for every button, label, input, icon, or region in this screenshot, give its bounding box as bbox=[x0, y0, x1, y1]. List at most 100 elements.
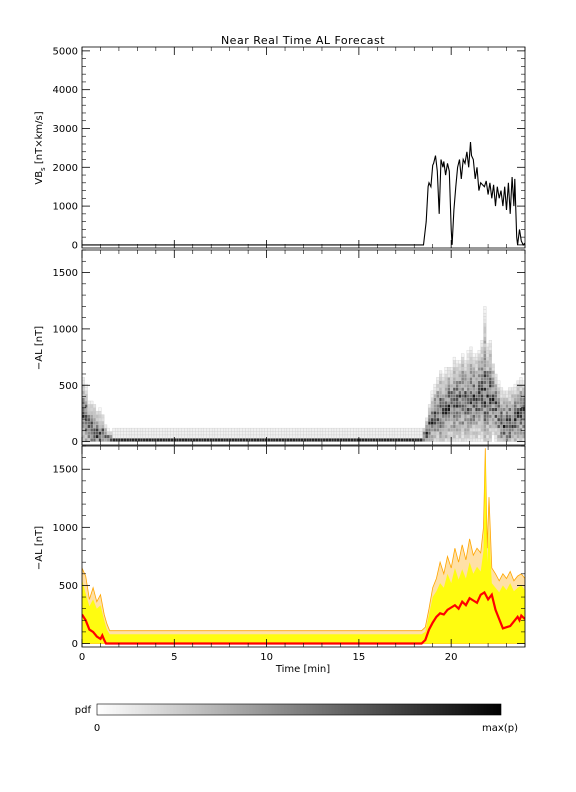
heatmap-cell bbox=[524, 424, 525, 429]
heatmap-cell bbox=[505, 421, 509, 425]
heatmap-cell bbox=[494, 411, 498, 415]
heatmap-cell bbox=[472, 367, 476, 371]
heatmap-cell bbox=[486, 400, 490, 405]
heatmap-cell bbox=[483, 421, 487, 425]
y-tick-label: 500 bbox=[59, 381, 78, 392]
heatmap-cell bbox=[181, 427, 185, 432]
heatmap-cell bbox=[499, 438, 504, 442]
heatmap-cell bbox=[195, 438, 199, 442]
heatmap-cell bbox=[167, 438, 171, 442]
heatmap-cell bbox=[502, 414, 506, 419]
heatmap-cell bbox=[522, 417, 525, 422]
heatmap-cell bbox=[455, 367, 459, 371]
heatmap-cell bbox=[444, 417, 448, 422]
heatmap-cell bbox=[466, 400, 470, 405]
heatmap-cell bbox=[391, 427, 396, 432]
heatmap-cell bbox=[126, 434, 130, 439]
heatmap-cell bbox=[480, 390, 484, 395]
heatmap-cell bbox=[148, 427, 152, 432]
heatmap-cell bbox=[436, 414, 440, 419]
heatmap-cell bbox=[447, 434, 451, 439]
heatmap-cell bbox=[211, 427, 216, 432]
heatmap-cell bbox=[444, 390, 448, 395]
heatmap-cell bbox=[153, 427, 157, 432]
heatmap-cell bbox=[466, 370, 470, 375]
y-tick-label: 4000 bbox=[53, 85, 78, 96]
heatmap-cell bbox=[508, 390, 512, 395]
heatmap-cell bbox=[104, 434, 108, 439]
heatmap-cell bbox=[483, 417, 487, 422]
heatmap-cell bbox=[187, 438, 191, 442]
heatmap-cell bbox=[463, 414, 468, 419]
heatmap-cell bbox=[475, 353, 479, 358]
heatmap-cell bbox=[469, 421, 473, 425]
heatmap-cell bbox=[469, 407, 473, 412]
heatmap-cell bbox=[524, 394, 525, 398]
heatmap-cell bbox=[87, 427, 91, 432]
heatmap-cell bbox=[82, 397, 85, 402]
heatmap-cell bbox=[466, 397, 470, 402]
heatmap-cell bbox=[491, 414, 495, 419]
heatmap-cell bbox=[491, 404, 495, 408]
heatmap-cell bbox=[472, 360, 476, 365]
band-y-axis-label: −AL [nT] bbox=[34, 526, 45, 570]
heatmap-cell bbox=[502, 397, 506, 402]
heatmap-cell bbox=[92, 427, 97, 432]
heatmap-cell bbox=[522, 387, 525, 392]
heatmap-cell bbox=[502, 421, 506, 425]
heatmap-cell bbox=[497, 427, 501, 432]
heatmap-cell bbox=[303, 427, 307, 432]
heatmap-cell bbox=[483, 319, 487, 324]
heatmap-cell bbox=[82, 380, 85, 385]
heatmap-cell bbox=[494, 394, 498, 398]
heatmap-cell bbox=[319, 427, 324, 432]
heatmap-cell bbox=[380, 434, 384, 439]
heatmap-cell bbox=[483, 346, 487, 351]
heatmap-cell bbox=[469, 431, 473, 436]
heatmap-cell bbox=[461, 394, 465, 398]
heatmap-cell bbox=[444, 427, 448, 432]
heatmap-cell bbox=[477, 421, 481, 425]
heatmap-cell bbox=[519, 438, 523, 442]
heatmap-cell bbox=[195, 427, 199, 432]
heatmap-cell bbox=[358, 434, 362, 439]
heatmap-cell bbox=[455, 438, 459, 442]
heatmap-cell bbox=[469, 353, 473, 358]
heatmap-cell bbox=[483, 380, 487, 385]
heatmap-cell bbox=[494, 421, 498, 425]
heatmap-cell bbox=[189, 438, 193, 442]
heatmap-cell bbox=[463, 411, 468, 415]
heatmap-cell bbox=[433, 394, 437, 398]
heatmap-cell bbox=[469, 397, 473, 402]
heatmap-cell bbox=[461, 424, 465, 429]
heatmap-cell bbox=[488, 356, 492, 361]
heatmap-cell bbox=[444, 421, 448, 425]
heatmap-cell bbox=[480, 346, 484, 351]
heatmap-cell bbox=[436, 377, 440, 381]
heatmap-cell bbox=[466, 363, 470, 368]
y-tick-label: 1500 bbox=[53, 465, 78, 476]
heatmap-cell bbox=[209, 431, 213, 436]
heatmap-cell bbox=[469, 411, 473, 415]
heatmap-cell bbox=[505, 404, 509, 408]
heatmap-cell bbox=[472, 411, 476, 415]
heatmap-cell bbox=[383, 434, 387, 439]
heatmap-cell bbox=[82, 377, 85, 381]
heatmap-cell bbox=[84, 431, 88, 436]
heatmap-cell bbox=[98, 438, 102, 442]
heatmap-cell bbox=[472, 387, 476, 392]
heatmap-cell bbox=[250, 431, 254, 436]
heatmap-cell bbox=[242, 427, 246, 432]
heatmap-cell bbox=[414, 438, 418, 442]
heatmap-cell bbox=[486, 424, 490, 429]
heatmap-cell bbox=[466, 411, 470, 415]
heatmap-cell bbox=[308, 438, 312, 442]
heatmap-cell bbox=[416, 427, 420, 432]
heatmap-cell bbox=[134, 438, 138, 442]
heatmap-cell bbox=[466, 394, 470, 398]
heatmap-cell bbox=[505, 411, 509, 415]
heatmap-cell bbox=[458, 383, 462, 388]
heatmap-cell bbox=[472, 431, 476, 436]
heatmap-cell bbox=[486, 387, 490, 392]
heatmap-cell bbox=[145, 431, 149, 436]
